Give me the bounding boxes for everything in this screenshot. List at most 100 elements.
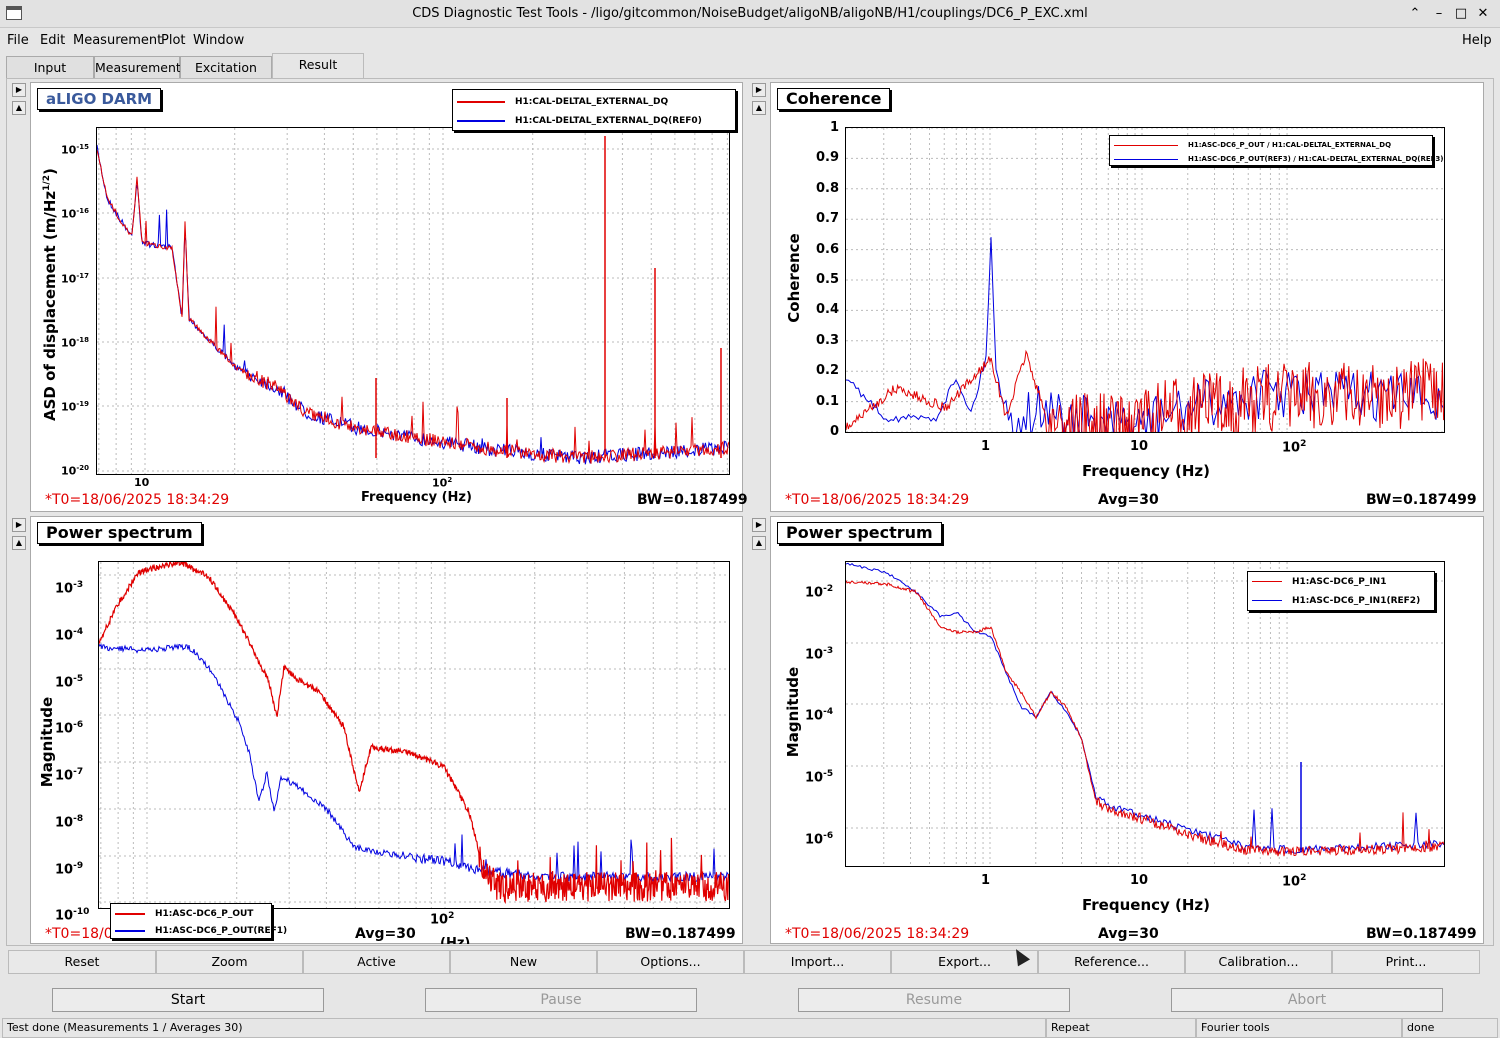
y-tick: 10-6 (55, 720, 84, 737)
y-tick: 10-17 (61, 272, 89, 286)
bottom-right-next-arrow[interactable]: ▶ (752, 518, 766, 532)
plot-area[interactable] (845, 561, 1445, 867)
resume-button[interactable]: Resume (798, 988, 1070, 1012)
zoom-button[interactable]: Zoom (156, 950, 303, 974)
x-tick: 102 (430, 911, 455, 928)
y-tick: 10-16 (61, 207, 89, 221)
bottom-left-up-arrow[interactable]: ▲ (12, 536, 26, 550)
plot-toolbar: Reset Zoom Active New Options... Import.… (8, 950, 1492, 974)
app-window-icon[interactable] (6, 6, 22, 20)
abort-button[interactable]: Abort (1171, 988, 1443, 1012)
power-spectrum-plot (846, 562, 1444, 866)
active-button[interactable]: Active (303, 950, 450, 974)
export-button[interactable]: Export... (891, 950, 1038, 974)
x-tick: 10 (1130, 873, 1149, 888)
current-trace (97, 150, 729, 465)
print-button[interactable]: Print... (1332, 950, 1480, 974)
plot-area[interactable] (96, 127, 730, 475)
menu-plot[interactable]: Plot (161, 33, 186, 48)
calibration-button[interactable]: Calibration... (1185, 950, 1332, 974)
legend-swatch-reference (1252, 600, 1282, 601)
tab-measurement[interactable]: Measurement (94, 56, 181, 78)
legend-swatch-current (1252, 581, 1282, 582)
plot-area[interactable] (845, 127, 1445, 433)
panel-power-spectrum-out[interactable]: Power spectrum Magnitude 10-3 10-4 10-5 10-… (30, 516, 743, 944)
close-icon[interactable]: ✕ (1477, 6, 1489, 21)
y-tick: 0.7 (815, 211, 839, 227)
panel-coherence[interactable]: Coherence H1:ASC-DC6_P_OUT / H1:CAL-DELT… (770, 82, 1484, 512)
status-fourier-tools: Fourier tools (1196, 1018, 1402, 1038)
y-tick: 10-6 (805, 831, 834, 848)
grid-lines (99, 562, 729, 908)
y-tick: 0.3 (815, 332, 839, 348)
legend-label: H1:CAL-DELTAL_EXTERNAL_DQ(REF0) (515, 116, 702, 126)
x-axis-label: Frequency (Hz) (1082, 896, 1211, 914)
tab-excitation[interactable]: Excitation (180, 56, 272, 78)
legend-label: H1:ASC-DC6_P_OUT(REF1) (155, 926, 288, 936)
result-tab-panel (6, 78, 1494, 946)
status-repeat: Repeat (1046, 1018, 1196, 1038)
legend-label: H1:ASC-DC6_P_OUT(REF3) / H1:CAL-DELTAL_E… (1188, 155, 1444, 163)
start-button[interactable]: Start (52, 988, 324, 1012)
y-tick: 10-7 (55, 767, 84, 784)
menu-help[interactable]: Help (1462, 33, 1492, 48)
y-tick: 10-19 (61, 400, 89, 414)
reset-button[interactable]: Reset (8, 950, 156, 974)
bottom-left-next-arrow[interactable]: ▶ (12, 518, 26, 532)
bottom-right-up-arrow[interactable]: ▲ (752, 536, 766, 550)
top-right-next-arrow[interactable]: ▶ (752, 83, 766, 97)
menu-measurement[interactable]: Measurement (73, 33, 163, 48)
options-button[interactable]: Options... (597, 950, 744, 974)
y-axis-label: Magnitude (38, 696, 56, 788)
panel-title: Power spectrum (37, 522, 202, 544)
x-tick: 102 (432, 476, 453, 490)
reference-button[interactable]: Reference... (1038, 950, 1185, 974)
panel-title: Coherence (777, 88, 891, 110)
x-tick: 10 (134, 476, 150, 489)
menu-edit[interactable]: Edit (40, 33, 66, 48)
panel-title: aLIGO DARM (37, 88, 162, 110)
menu-window[interactable]: Window (193, 33, 245, 48)
maximize-icon[interactable]: □ (1454, 6, 1468, 21)
y-tick: 10-15 (61, 143, 89, 157)
menubar: File Edit Measurement Plot Window Help (0, 30, 1500, 52)
legend-label: H1:ASC-DC6_P_IN1(REF2) (1292, 596, 1421, 606)
x-axis-label: Frequency (Hz) (1082, 462, 1211, 480)
legend-label: H1:ASC-DC6_P_OUT (155, 909, 254, 919)
panel-darm[interactable]: aLIGO DARM H1:CAL-DELTAL_EXTERNAL_DQ H1:… (30, 82, 748, 512)
legend-swatch-reference (457, 119, 505, 122)
menu-file[interactable]: File (7, 33, 29, 48)
averages-readout: Avg=30 (1098, 492, 1159, 508)
minimize-icon[interactable]: – (1435, 6, 1443, 21)
t0-timestamp: *T0=18/06/2025 18:34:29 (785, 492, 970, 508)
new-button[interactable]: New (450, 950, 597, 974)
y-tick: 10-5 (55, 674, 84, 691)
import-button[interactable]: Import... (744, 950, 891, 974)
y-tick: 10-9 (55, 861, 84, 878)
x-tick: 102 (1282, 439, 1307, 456)
top-right-up-arrow[interactable]: ▲ (752, 101, 766, 115)
x-tick: 1 (981, 439, 991, 454)
legend-swatch-reference (1114, 158, 1178, 160)
x-tick: 1 (981, 873, 991, 888)
plot-area[interactable] (98, 561, 730, 909)
top-left-next-arrow[interactable]: ▶ (12, 83, 26, 97)
y-tick: 10-18 (61, 336, 89, 350)
top-left-up-arrow[interactable]: ▲ (12, 101, 26, 115)
y-tick: 0.6 (815, 241, 839, 257)
pause-button[interactable]: Pause (425, 988, 697, 1012)
y-tick: 10-5 (805, 769, 834, 786)
panel-power-spectrum-in[interactable]: Power spectrum H1:ASC-DC6_P_IN1 H1:ASC-D… (770, 516, 1484, 944)
tab-input[interactable]: Input (6, 56, 94, 78)
y-axis-label: ASD of displacement (m/Hz1/2) (41, 168, 59, 421)
grid-lines (97, 128, 729, 474)
tab-result[interactable]: Result (272, 53, 364, 78)
current-trace (846, 580, 1444, 857)
y-tick: 0 (829, 424, 839, 439)
restore-icon[interactable]: ⌃ (1409, 6, 1421, 21)
y-tick: 10-8 (55, 814, 84, 831)
panel-title: Power spectrum (777, 522, 942, 544)
power-spectrum-plot (99, 562, 729, 908)
y-tick: 0.8 (815, 180, 839, 196)
y-axis-label: Coherence (785, 233, 803, 323)
